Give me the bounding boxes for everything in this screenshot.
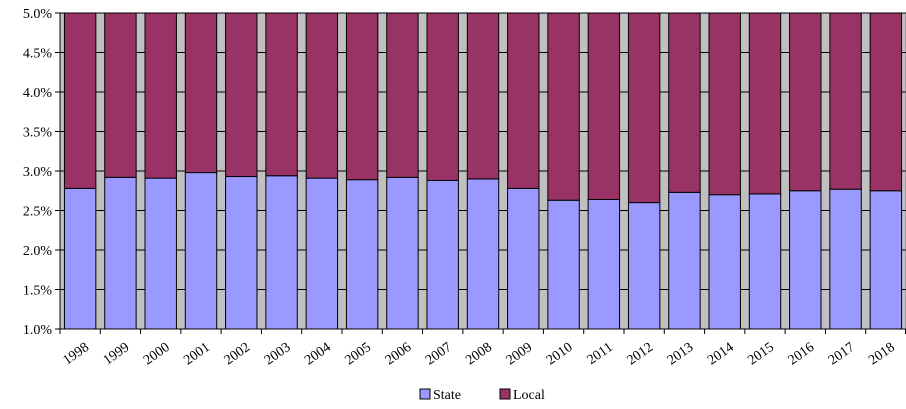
bar-local-2008	[466, 12, 500, 180]
bar-state-2008	[466, 178, 500, 330]
bar-state-2004	[305, 177, 339, 330]
bar-local-2012	[627, 12, 661, 204]
y-tick-label: 3.0%	[23, 165, 53, 180]
x-tick-label: 2009	[504, 340, 536, 368]
y-tick-label: 1.0%	[23, 323, 53, 338]
x-tick-label: 2013	[665, 340, 697, 368]
legend-swatch-local	[499, 388, 511, 400]
bar-state-2007	[426, 179, 459, 330]
x-tick-label: 2011	[585, 340, 616, 368]
bar-state-2001	[184, 172, 218, 330]
bar-state-2006	[386, 176, 419, 330]
x-tick-label: 1998	[61, 340, 93, 368]
y-tick-label: 3.5%	[23, 126, 53, 141]
x-tick-label: 2003	[262, 340, 294, 368]
bar-state-2013	[668, 191, 701, 330]
x-tick-label: 2008	[463, 340, 495, 368]
x-tick-label: 2018	[866, 340, 898, 368]
bar-state-2005	[345, 179, 379, 330]
bar-local-2018	[869, 12, 903, 192]
bar-state-2010	[547, 199, 580, 330]
bar-state-2000	[144, 177, 177, 330]
bar-local-2000	[144, 12, 177, 179]
bar-state-2003	[265, 175, 298, 330]
bar-state-2017	[829, 188, 862, 330]
x-tick-label: 2014	[705, 340, 737, 368]
bar-local-2001	[184, 12, 218, 174]
bar-state-1999	[104, 176, 137, 330]
y-tick-label: 5.0%	[23, 7, 53, 22]
bar-local-2003	[265, 12, 298, 177]
bar-local-2015	[748, 12, 782, 195]
bar-state-2009	[507, 187, 540, 330]
y-tick-label: 2.5%	[23, 205, 53, 220]
x-axis: 1998 1999 2000 2001 2002 2003 2004 2005 2006 2007…	[59, 328, 906, 368]
x-tick-label: 2016	[786, 340, 818, 368]
bar-local-1999	[104, 12, 137, 178]
bar-local-2017	[829, 12, 862, 190]
bar-state-2015	[748, 193, 782, 330]
bar-local-2007	[426, 12, 459, 181]
bars-group	[63, 12, 903, 330]
x-tick-label: 2017	[826, 340, 858, 368]
bar-local-2005	[345, 12, 379, 181]
y-tick-label: 2.0%	[23, 244, 53, 259]
bar-local-2014	[708, 12, 741, 196]
y-axis: 1.0% 1.5% 2.0% 2.5% 3.0% 3.5% 4.0% 4.5% 5.0%	[23, 7, 61, 338]
y-tick-label: 4.5%	[23, 47, 53, 62]
y-tick-label: 4.0%	[23, 86, 53, 101]
x-tick-label: 2005	[343, 340, 375, 368]
bar-state-2014	[708, 194, 741, 330]
x-tick-label: 2015	[745, 340, 777, 368]
x-tick-label: 2000	[141, 340, 173, 368]
bar-local-2016	[789, 12, 822, 192]
bar-local-2006	[386, 12, 419, 178]
x-tick-label: 2002	[222, 340, 254, 368]
x-tick-label: 2006	[383, 340, 415, 368]
x-tick-label: 2012	[625, 340, 657, 368]
bar-local-2002	[225, 12, 258, 178]
legend-swatch-state	[419, 388, 431, 400]
x-tick-label: 1999	[101, 340, 133, 368]
x-tick-label: 2010	[544, 340, 576, 368]
legend-label-local: Local	[513, 388, 545, 403]
bar-local-2004	[305, 12, 339, 179]
bar-state-2011	[587, 198, 621, 330]
bar-local-1998	[63, 12, 97, 189]
bar-state-2016	[789, 190, 822, 330]
bar-local-2013	[668, 12, 701, 193]
bar-state-2002	[225, 176, 258, 330]
x-tick-label: 2004	[302, 340, 334, 368]
legend-label-state: State	[433, 388, 461, 403]
bar-local-2009	[507, 12, 540, 189]
bar-local-2011	[587, 12, 621, 200]
bar-local-2010	[547, 12, 580, 201]
x-tick-label: 2001	[181, 340, 213, 368]
x-tick-label: 2007	[423, 340, 455, 368]
legend: State Local	[419, 388, 545, 403]
bar-state-2012	[627, 202, 661, 330]
bar-state-2018	[869, 190, 903, 330]
y-tick-label: 1.5%	[23, 284, 53, 299]
bar-state-1998	[63, 187, 97, 330]
